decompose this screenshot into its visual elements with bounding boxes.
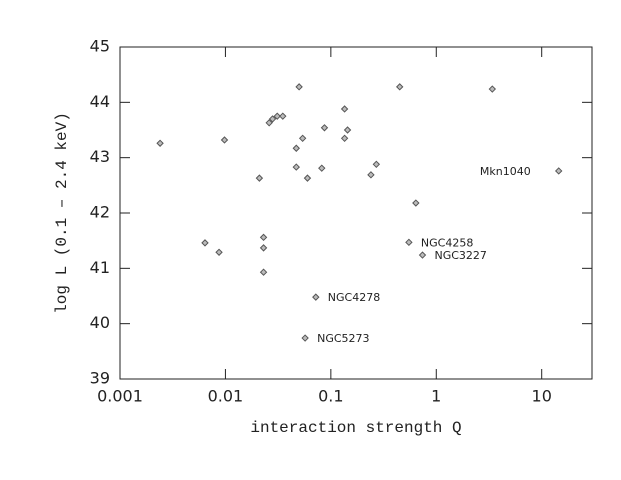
x-tick-label: 0.01 bbox=[208, 387, 244, 406]
point bbox=[340, 134, 349, 143]
point-label: NGC5273 bbox=[317, 332, 369, 345]
x-tick-label: 0.001 bbox=[97, 387, 143, 406]
point bbox=[255, 174, 264, 182]
y-tick-label: 40 bbox=[90, 313, 110, 332]
y-tick-label: 45 bbox=[90, 37, 110, 56]
point bbox=[367, 171, 375, 179]
y-tick-label: 42 bbox=[90, 203, 110, 222]
y-tick-label: 39 bbox=[90, 369, 110, 388]
point bbox=[259, 268, 268, 276]
point bbox=[343, 126, 352, 134]
point bbox=[312, 293, 320, 301]
point bbox=[298, 134, 307, 143]
point bbox=[320, 124, 329, 132]
point bbox=[259, 244, 268, 252]
point bbox=[220, 136, 229, 144]
point bbox=[259, 233, 268, 242]
point bbox=[396, 83, 404, 91]
point bbox=[318, 164, 326, 172]
point bbox=[156, 139, 164, 147]
y-tick-label: 44 bbox=[90, 92, 110, 111]
x-tick-label: 10 bbox=[532, 387, 552, 406]
point bbox=[201, 239, 209, 247]
x-axis-label: interaction strength Q bbox=[250, 419, 461, 437]
point-label: NGC4258 bbox=[421, 236, 473, 249]
y-tick-label: 43 bbox=[90, 147, 110, 166]
point bbox=[268, 115, 277, 123]
x-tick-label: 1 bbox=[431, 387, 441, 406]
point bbox=[555, 167, 563, 175]
point bbox=[412, 199, 420, 207]
y-tick-label: 41 bbox=[90, 258, 110, 277]
point bbox=[301, 334, 309, 342]
point bbox=[215, 248, 223, 256]
point bbox=[418, 251, 427, 259]
point bbox=[279, 112, 287, 120]
point bbox=[405, 238, 413, 247]
point-label: NGC3227 bbox=[434, 249, 486, 262]
y-axis-label: log L (0.1 – 2.4 keV) bbox=[53, 112, 71, 314]
point bbox=[295, 83, 303, 91]
point bbox=[292, 144, 300, 152]
x-tick-label: 0.1 bbox=[318, 387, 343, 406]
point bbox=[372, 160, 381, 169]
point bbox=[488, 85, 497, 93]
point bbox=[340, 105, 349, 113]
point bbox=[303, 174, 312, 182]
point bbox=[292, 163, 300, 171]
plot-frame bbox=[119, 46, 593, 380]
point-label: Mkn1040 bbox=[480, 165, 531, 178]
point bbox=[265, 119, 273, 127]
point-label: NGC4278 bbox=[328, 291, 380, 304]
